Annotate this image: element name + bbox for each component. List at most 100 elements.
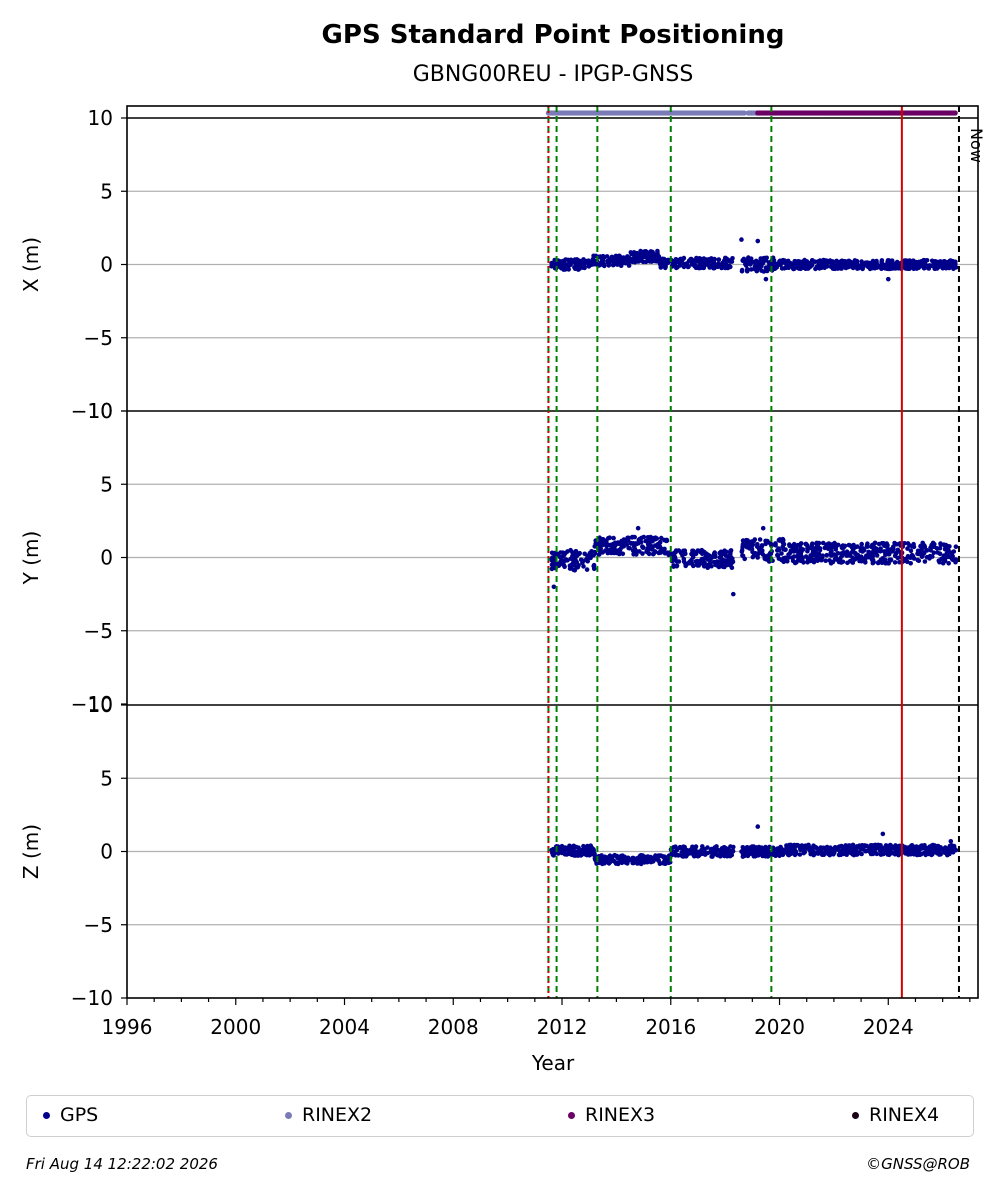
data-point-gps	[890, 546, 895, 551]
x-axis-label: Year	[531, 1051, 575, 1075]
data-point-gps	[727, 562, 732, 567]
data-point-gps	[672, 554, 678, 560]
data-point-gps	[625, 537, 631, 543]
data-point-gps	[753, 551, 758, 556]
legend-item-rinex4: RINEX4	[852, 1104, 939, 1126]
data-point-gps	[650, 859, 656, 864]
data-point-gps	[676, 548, 682, 553]
data-point-gps	[756, 545, 762, 551]
data-point-gps	[662, 537, 667, 543]
data-point-gps	[809, 553, 814, 559]
data-point-gps	[784, 264, 789, 269]
data-point-gps	[581, 843, 586, 849]
data-point-gps	[606, 854, 611, 860]
data-point-gps	[864, 555, 870, 560]
data-point-gps	[931, 550, 937, 555]
data-point-gps	[792, 258, 797, 264]
data-point-gps	[823, 558, 828, 563]
data-point-gps	[666, 858, 671, 864]
data-point-gps	[740, 553, 746, 559]
data-point-gps	[555, 851, 561, 856]
data-point-gps	[942, 543, 948, 548]
data-point-gps	[780, 544, 785, 549]
legend-marker-gps	[43, 1111, 50, 1119]
data-point-gps	[731, 591, 736, 597]
data-point-gps	[842, 259, 848, 264]
data-point-gps	[659, 546, 664, 552]
data-point-gps	[686, 850, 692, 856]
data-point-gps	[904, 258, 909, 263]
data-point-gps	[715, 563, 721, 569]
data-point-gps	[905, 852, 911, 857]
availability-point-rinex2	[741, 110, 747, 116]
data-point-gps	[880, 831, 886, 837]
x-tick-label: 2024	[863, 1015, 914, 1039]
data-point-gps	[689, 557, 694, 563]
data-point-gps	[568, 547, 573, 553]
data-point-gps	[923, 845, 928, 851]
data-point-gps	[581, 851, 587, 857]
data-point-gps	[741, 257, 746, 263]
data-point-gps	[772, 266, 778, 272]
data-point-gps	[581, 264, 587, 269]
data-point-gps	[573, 549, 579, 554]
data-point-gps	[869, 544, 874, 550]
data-point-gps	[739, 237, 744, 242]
data-point-gps	[948, 261, 954, 266]
data-point-gps	[942, 558, 948, 564]
data-point-gps	[609, 550, 614, 556]
data-point-gps	[615, 258, 620, 264]
data-point-gps	[743, 851, 748, 856]
data-point-gps	[694, 562, 700, 568]
data-point-gps	[743, 846, 749, 852]
data-point-gps	[832, 552, 837, 557]
footer-copyright: ©GNSS@ROB	[866, 1155, 970, 1173]
data-point-gps	[808, 850, 813, 856]
data-point-gps	[707, 263, 713, 268]
data-point-gps	[762, 553, 767, 559]
data-point-gps	[726, 554, 731, 559]
data-point-gps	[619, 545, 624, 550]
y-tick-label: 10	[88, 106, 113, 130]
data-point-gps	[701, 564, 707, 569]
data-point-gps	[663, 265, 668, 271]
data-point-gps	[818, 260, 824, 266]
data-point-gps	[802, 849, 808, 855]
data-point-gps	[558, 550, 563, 555]
y-tick-label: 10	[88, 399, 113, 423]
data-point-gps	[758, 845, 763, 851]
data-point-gps	[890, 266, 896, 271]
data-point-gps	[656, 857, 661, 863]
data-point-gps	[922, 544, 928, 550]
y-tick-label: 0	[100, 253, 113, 277]
data-point-gps	[797, 846, 803, 851]
data-point-gps	[847, 543, 853, 548]
data-point-gps	[623, 858, 628, 863]
data-point-gps	[847, 843, 852, 848]
data-point-gps	[728, 550, 733, 556]
data-point-gps	[580, 260, 585, 265]
data-point-gps	[639, 250, 645, 255]
x-tick-label: 2000	[210, 1015, 261, 1039]
data-point-gps	[814, 554, 820, 559]
data-point-gps	[674, 265, 679, 271]
data-point-gps	[691, 551, 697, 557]
data-point-gps	[792, 560, 798, 566]
data-point-gps	[580, 558, 586, 564]
data-point-gps	[911, 266, 916, 272]
data-point-gps	[812, 259, 818, 265]
legend-item-gps: GPS	[43, 1104, 98, 1126]
chart-subtitle: GBNG00REU - IPGP-GNSS	[413, 62, 694, 87]
data-point-gps	[877, 548, 882, 553]
data-point-gps	[724, 263, 730, 268]
data-point-gps	[794, 842, 799, 848]
data-point-gps	[754, 262, 759, 267]
data-point-gps	[935, 847, 941, 853]
data-point-gps	[787, 543, 792, 549]
y-tick-label: −10	[71, 399, 113, 423]
data-point-gps	[636, 541, 641, 546]
data-point-gps	[677, 845, 682, 850]
data-point-gps	[908, 548, 914, 554]
data-point-gps	[905, 546, 910, 551]
data-point-gps	[667, 551, 673, 556]
